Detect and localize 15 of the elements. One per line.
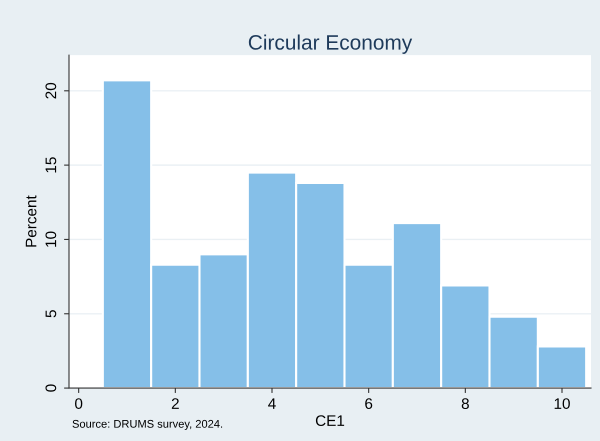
y-tick-label: 15 <box>46 157 56 172</box>
x-tick-label: 6 <box>365 398 372 410</box>
y-tick-label: 5 <box>46 310 56 318</box>
source-note: Source: DRUMS survey, 2024. <box>72 420 222 430</box>
x-tick-label: 8 <box>462 398 469 410</box>
chart-title: Circular Economy <box>248 34 412 54</box>
y-axis-title: Percent <box>26 195 36 247</box>
x-tick-label: 2 <box>172 398 179 409</box>
x-tick-label: 4 <box>268 398 276 409</box>
y-tick-label: 10 <box>45 232 56 247</box>
x-axis-title: CE1 <box>316 415 344 426</box>
y-tick-label: 0 <box>45 384 56 392</box>
y-tick-label: 20 <box>45 82 56 99</box>
x-tick-label: 0 <box>75 398 82 410</box>
x-tick-label: 10 <box>554 398 570 410</box>
